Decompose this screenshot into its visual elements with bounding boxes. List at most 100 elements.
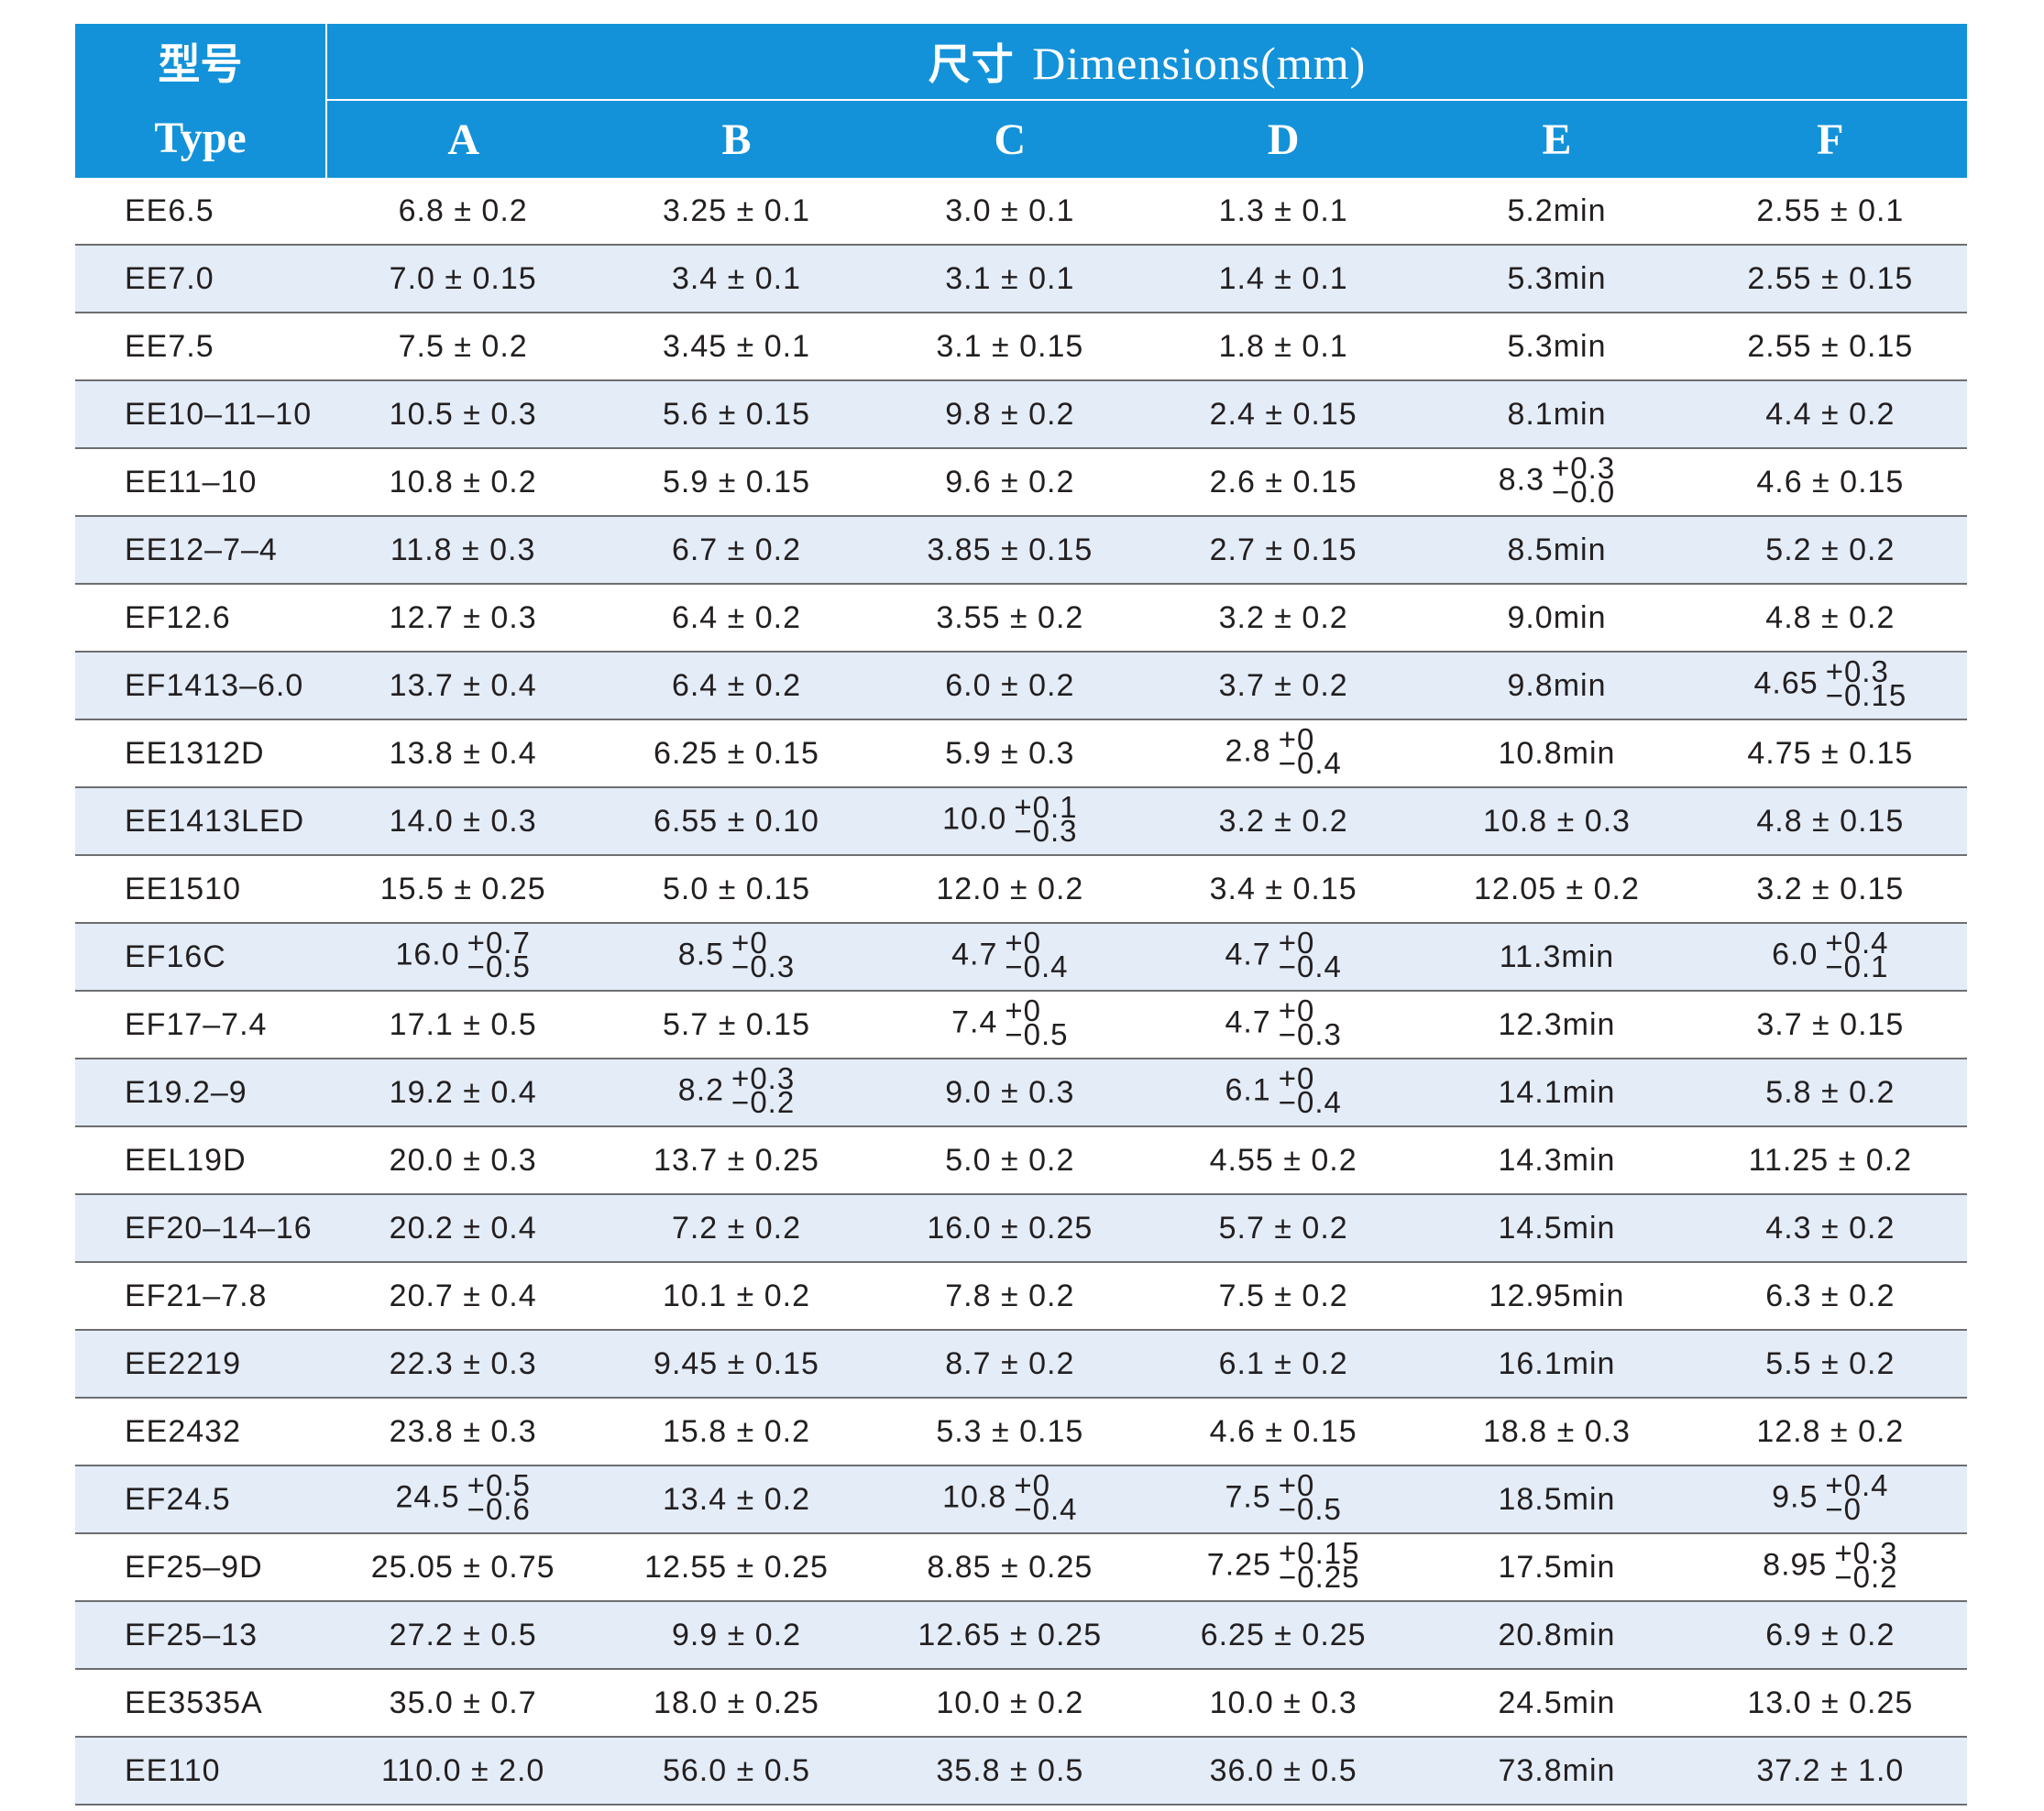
lower-tolerance: −0.4	[1005, 949, 1069, 983]
type-cell: EE10–11–10	[75, 380, 326, 449]
column-header-a: A	[326, 100, 600, 178]
table-row: EE2432 23.8 ± 0.3 15.8 ± 0.2 5.3 ± 0.15 4.6 …	[75, 1398, 1968, 1466]
dim-cell-d: 1.8 ± 0.1	[1146, 313, 1421, 381]
tolerance-stack: +0.4 −0.1	[1825, 927, 1888, 981]
tolerance-stack: +0.1 −0.3	[1014, 792, 1077, 845]
type-cell: EE110	[75, 1737, 326, 1806]
dim-cell-c: 9.0 ± 0.3	[873, 1059, 1147, 1127]
dim-cell-b: 8.5 +0 −0.3	[599, 923, 874, 992]
dim-cell-f: 4.6 ± 0.15	[1693, 448, 1968, 517]
dim-cell-a: 27.2 ± 0.5	[326, 1601, 600, 1670]
dim-cell-f: 6.0 +0.4 −0.1	[1693, 923, 1968, 992]
tolerance-stack: +0.15 −0.25	[1279, 1538, 1360, 1591]
upper-tolerance: +0.3	[1834, 1536, 1898, 1571]
dim-cell-e: 14.1min	[1420, 1059, 1694, 1127]
dim-cell-d: 7.5 +0 −0.5	[1146, 1465, 1421, 1534]
table-row: EF12.6 12.7 ± 0.3 6.4 ± 0.2 3.55 ± 0.2 3.2 ±…	[75, 584, 1968, 653]
dim-cell-d: 3.7 ± 0.2	[1146, 652, 1421, 720]
dim-cell-e: 10.8min	[1420, 719, 1694, 788]
dim-cell-f: 13.0 ± 0.25	[1693, 1669, 1968, 1738]
dim-cell-e: 5.3min	[1420, 245, 1694, 313]
nominal-value: 8.2	[677, 1072, 725, 1108]
dim-cell-b: 5.7 ± 0.15	[599, 991, 874, 1059]
dim-cell-a: 23.8 ± 0.3	[326, 1398, 600, 1466]
dim-cell-a: 24.5 +0.5 −0.6	[326, 1465, 600, 1534]
dim-cell-a: 35.0 ± 0.7	[326, 1669, 600, 1738]
dim-cell-d: 4.6 ± 0.15	[1146, 1398, 1421, 1466]
type-cell: EE7.0	[75, 245, 326, 313]
upper-tolerance: +0	[1005, 926, 1041, 960]
dim-cell-a: 20.7 ± 0.4	[326, 1262, 600, 1331]
dim-cell-e: 14.5min	[1420, 1194, 1694, 1263]
type-cell: EF25–9D	[75, 1533, 326, 1602]
table-row: EE3535A 35.0 ± 0.7 18.0 ± 0.25 10.0 ± 0.2 10…	[75, 1669, 1968, 1738]
dim-cell-c: 3.0 ± 0.1	[873, 178, 1147, 246]
upper-tolerance: +0.4	[1825, 1468, 1889, 1503]
dim-cell-c: 9.6 ± 0.2	[873, 448, 1147, 517]
dim-cell-b: 9.45 ± 0.15	[599, 1330, 874, 1399]
table-row: EE7.5 7.5 ± 0.2 3.45 ± 0.1 3.1 ± 0.15 1.8 ± …	[75, 313, 1968, 381]
dim-cell-f: 4.75 ± 0.15	[1693, 719, 1968, 788]
tolerance-stack: +0 −0.4	[1279, 1063, 1342, 1116]
upper-tolerance: +0	[1278, 1468, 1315, 1503]
dim-cell-c: 9.8 ± 0.2	[873, 380, 1147, 449]
dim-cell-d: 2.4 ± 0.15	[1146, 380, 1421, 449]
table-row: EEL19D 20.0 ± 0.3 13.7 ± 0.25 5.0 ± 0.2 4.55…	[75, 1126, 1968, 1195]
dim-cell-a: 16.0 +0.7 −0.5	[326, 923, 600, 992]
dim-cell-b: 5.9 ± 0.15	[599, 448, 874, 517]
tolerance-stack: +0.3 −0.2	[1834, 1536, 1898, 1591]
table-row: EE1312D 13.8 ± 0.4 6.25 ± 0.15 5.9 ± 0.3 2.8…	[75, 719, 1968, 788]
dim-cell-d: 36.0 ± 0.5	[1146, 1737, 1421, 1806]
nominal-value: 10.0	[942, 801, 1007, 837]
dim-cell-a: 22.3 ± 0.3	[326, 1330, 600, 1399]
lower-tolerance: −0.4	[1278, 949, 1342, 983]
type-cell: EF1413–6.0	[75, 652, 326, 720]
lower-tolerance: −0.3	[1278, 1017, 1342, 1051]
dim-cell-b: 6.7 ± 0.2	[599, 516, 874, 585]
type-cell: EF16C	[75, 923, 326, 992]
dim-cell-d: 7.5 ± 0.2	[1146, 1262, 1421, 1331]
tolerance-stack: +0 −0.4	[1014, 1470, 1077, 1523]
dim-cell-f: 3.2 ± 0.15	[1693, 855, 1968, 924]
dim-cell-c: 10.8 +0 −0.4	[873, 1465, 1147, 1534]
dim-cell-b: 6.4 ± 0.2	[599, 652, 874, 720]
dim-cell-e: 18.8 ± 0.3	[1420, 1398, 1694, 1466]
dim-cell-c: 3.1 ± 0.1	[873, 245, 1147, 313]
type-header-chinese: 型号	[158, 39, 243, 89]
table-row: EE11–10 10.8 ± 0.2 5.9 ± 0.15 9.6 ± 0.2 2.6 …	[75, 448, 1968, 517]
type-cell: EF20–14–16	[75, 1194, 326, 1263]
dim-cell-b: 7.2 ± 0.2	[599, 1194, 874, 1263]
dim-cell-c: 3.55 ± 0.2	[873, 584, 1147, 653]
nominal-value: 7.5	[1225, 1479, 1271, 1515]
nominal-value: 4.65	[1753, 665, 1819, 701]
dim-cell-f: 12.8 ± 0.2	[1693, 1398, 1968, 1466]
nominal-value: 10.8	[942, 1479, 1007, 1515]
dim-cell-d: 7.25 +0.15 −0.25	[1146, 1533, 1421, 1602]
type-cell: EE1413LED	[75, 787, 326, 856]
dim-cell-f: 2.55 ± 0.1	[1693, 178, 1968, 246]
nominal-value: 16.0	[395, 937, 460, 972]
type-cell: EF12.6	[75, 584, 326, 653]
table-row: EF24.5 24.5 +0.5 −0.6 13.4 ± 0.2 10.8 +0 −0.4 7.…	[75, 1465, 1968, 1534]
table-row: EF25–13 27.2 ± 0.5 9.9 ± 0.2 12.65 ± 0.25 6.…	[75, 1601, 1968, 1670]
dim-cell-f: 4.8 ± 0.2	[1693, 584, 1968, 653]
upper-tolerance: +0	[1278, 993, 1315, 1028]
dim-cell-e: 11.3min	[1420, 923, 1694, 992]
dim-cell-b: 6.55 ± 0.10	[599, 787, 874, 856]
dim-cell-f: 9.5 +0.4 −0	[1693, 1465, 1968, 1534]
type-cell: EF17–7.4	[75, 991, 326, 1059]
table-row: E19.2–9 19.2 ± 0.4 8.2 +0.3 −0.2 9.0 ± 0.3 6.1…	[75, 1059, 1968, 1127]
dim-cell-c: 7.8 ± 0.2	[873, 1262, 1147, 1331]
nominal-value: 4.7	[1225, 937, 1271, 972]
upper-tolerance: +0.3	[1825, 654, 1889, 689]
lower-tolerance: −0.2	[731, 1085, 796, 1119]
tolerance-stack: +0 −0.4	[1279, 724, 1342, 777]
type-cell: EE7.5	[75, 313, 326, 381]
type-header-english: Type	[154, 114, 247, 162]
upper-tolerance: +0.5	[467, 1468, 531, 1503]
dim-cell-b: 12.55 ± 0.25	[599, 1533, 874, 1602]
lower-tolerance: −0.5	[1005, 1017, 1069, 1051]
type-column-header: 型号 Type	[75, 24, 327, 178]
dim-cell-d: 4.7 +0 −0.3	[1146, 991, 1421, 1059]
dim-cell-a: 20.0 ± 0.3	[326, 1126, 600, 1195]
